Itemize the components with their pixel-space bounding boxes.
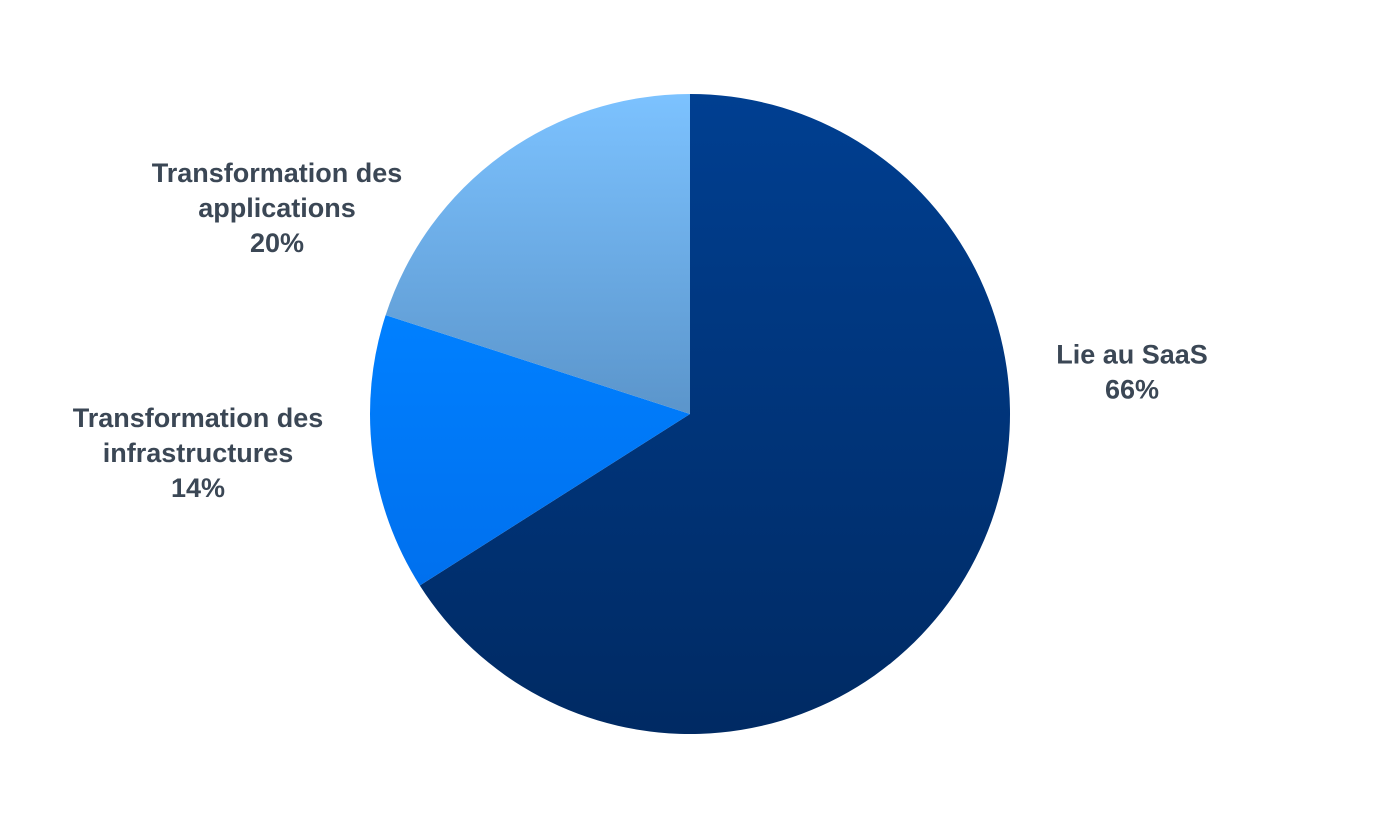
pie-slice-transformation-des-infrastructures bbox=[370, 315, 690, 586]
slice-percent-label: 20% bbox=[250, 228, 304, 258]
slice-percent-label: 14% bbox=[171, 473, 225, 503]
slice-name-label: applications bbox=[198, 193, 356, 223]
slice-name-label: infrastructures bbox=[103, 438, 294, 468]
slice-percent-label: 66% bbox=[1105, 375, 1159, 405]
slice-name-label: Transformation des bbox=[73, 403, 324, 433]
slice-label-lie-au-saas: Lie au SaaS 66% bbox=[1056, 340, 1208, 405]
slice-name-label: Lie au SaaS bbox=[1056, 340, 1208, 370]
slice-label-transformation-des-applications: Transformation des applications 20% bbox=[152, 158, 403, 258]
slice-name-label: Transformation des bbox=[152, 158, 403, 188]
pie-labels: Lie au SaaS 66% Transformation des infrastr… bbox=[73, 158, 1208, 503]
pie-slice-lie-au-saas bbox=[419, 94, 1011, 735]
slice-label-transformation-des-infrastructures: Transformation des infrastructures 14% bbox=[73, 403, 324, 503]
pie-slices bbox=[370, 94, 1011, 735]
pie-slice-transformation-des-applications bbox=[385, 94, 690, 414]
